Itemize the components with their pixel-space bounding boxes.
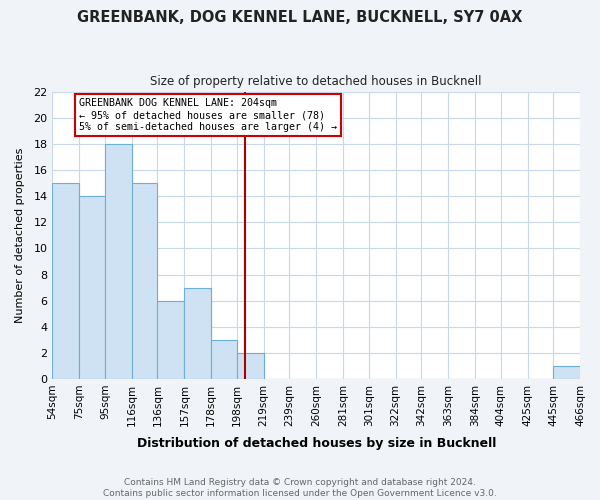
Bar	[52, 183, 79, 379]
Title: Size of property relative to detached houses in Bucknell: Size of property relative to detached ho…	[151, 75, 482, 88]
Bar	[105, 144, 132, 379]
Bar	[132, 183, 157, 379]
Text: GREENBANK DOG KENNEL LANE: 204sqm
← 95% of detached houses are smaller (78)
5% o: GREENBANK DOG KENNEL LANE: 204sqm ← 95% …	[79, 98, 337, 132]
Bar	[79, 196, 105, 379]
Text: GREENBANK, DOG KENNEL LANE, BUCKNELL, SY7 0AX: GREENBANK, DOG KENNEL LANE, BUCKNELL, SY…	[77, 10, 523, 25]
Text: Contains HM Land Registry data © Crown copyright and database right 2024.
Contai: Contains HM Land Registry data © Crown c…	[103, 478, 497, 498]
Y-axis label: Number of detached properties: Number of detached properties	[15, 148, 25, 323]
Bar	[237, 353, 264, 379]
Bar	[184, 288, 211, 379]
Bar	[157, 300, 184, 379]
Bar	[211, 340, 237, 379]
X-axis label: Distribution of detached houses by size in Bucknell: Distribution of detached houses by size …	[137, 437, 496, 450]
Bar	[553, 366, 580, 379]
